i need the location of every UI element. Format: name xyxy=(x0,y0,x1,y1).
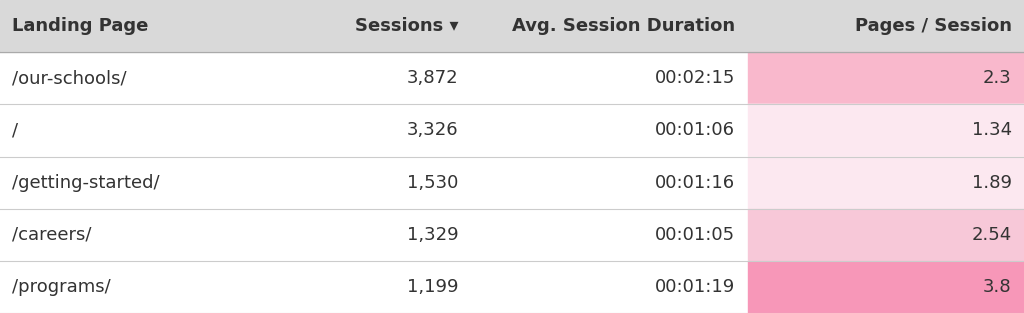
Text: 00:01:06: 00:01:06 xyxy=(655,121,735,139)
Text: 00:01:05: 00:01:05 xyxy=(655,226,735,244)
Bar xyxy=(0,209,1024,261)
Bar xyxy=(0,52,1024,104)
Text: Pages / Session: Pages / Session xyxy=(855,17,1012,35)
Text: Landing Page: Landing Page xyxy=(12,17,148,35)
Text: 1.89: 1.89 xyxy=(972,174,1012,192)
Text: 1.34: 1.34 xyxy=(972,121,1012,139)
Text: 3,326: 3,326 xyxy=(408,121,459,139)
Text: 2.3: 2.3 xyxy=(983,69,1012,87)
Bar xyxy=(0,104,1024,156)
Text: /programs/: /programs/ xyxy=(12,278,111,296)
Bar xyxy=(0,0,1024,52)
Bar xyxy=(0,156,1024,209)
Text: /: / xyxy=(12,121,18,139)
Bar xyxy=(748,209,1024,261)
Text: Avg. Session Duration: Avg. Session Duration xyxy=(512,17,735,35)
Text: 2.54: 2.54 xyxy=(972,226,1012,244)
Text: 1,329: 1,329 xyxy=(408,226,459,244)
Text: 1,199: 1,199 xyxy=(408,278,459,296)
Bar xyxy=(748,156,1024,209)
Text: 3.8: 3.8 xyxy=(983,278,1012,296)
Text: 00:01:19: 00:01:19 xyxy=(655,278,735,296)
Bar xyxy=(748,52,1024,104)
Text: 1,530: 1,530 xyxy=(408,174,459,192)
Text: 00:02:15: 00:02:15 xyxy=(655,69,735,87)
Text: /our-schools/: /our-schools/ xyxy=(12,69,127,87)
Text: /getting-started/: /getting-started/ xyxy=(12,174,160,192)
Text: 3,872: 3,872 xyxy=(408,69,459,87)
Text: /careers/: /careers/ xyxy=(12,226,92,244)
Bar xyxy=(748,104,1024,156)
Text: 00:01:16: 00:01:16 xyxy=(655,174,735,192)
Text: Sessions ▾: Sessions ▾ xyxy=(355,17,459,35)
Bar xyxy=(0,261,1024,313)
Bar xyxy=(748,261,1024,313)
